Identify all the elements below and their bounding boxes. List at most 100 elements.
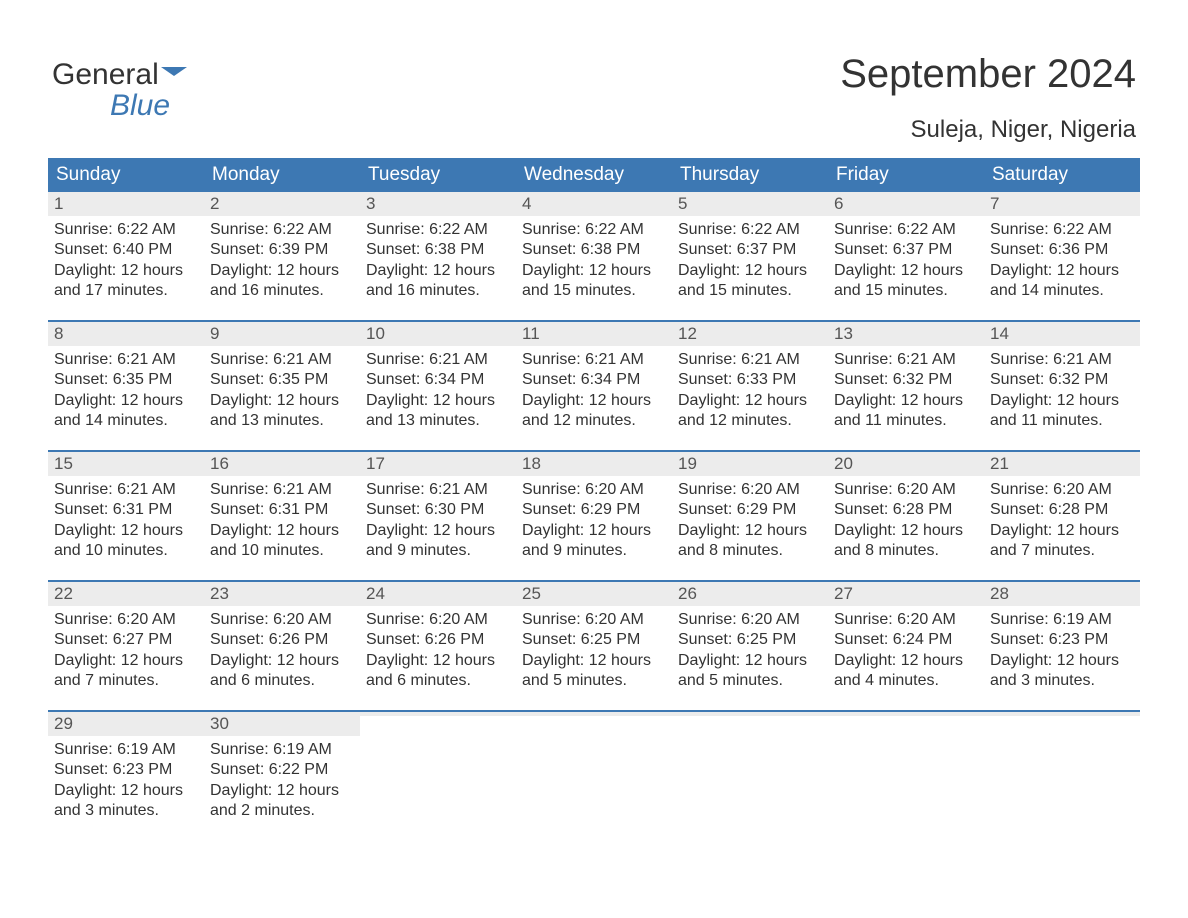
sunrise-line: Sunrise: 6:22 AM bbox=[522, 220, 666, 240]
calendar-week: 8Sunrise: 6:21 AMSunset: 6:35 PMDaylight… bbox=[48, 320, 1140, 450]
daylight-line: Daylight: 12 hours and 6 minutes. bbox=[210, 651, 354, 692]
calendar-day: 14Sunrise: 6:21 AMSunset: 6:32 PMDayligh… bbox=[984, 322, 1140, 450]
calendar-day: 6Sunrise: 6:22 AMSunset: 6:37 PMDaylight… bbox=[828, 192, 984, 320]
sunrise-line: Sunrise: 6:21 AM bbox=[522, 350, 666, 370]
sunrise-line: Sunrise: 6:21 AM bbox=[54, 350, 198, 370]
day-details: Sunrise: 6:20 AMSunset: 6:29 PMDaylight:… bbox=[516, 476, 672, 566]
calendar-day: 12Sunrise: 6:21 AMSunset: 6:33 PMDayligh… bbox=[672, 322, 828, 450]
daylight-line: Daylight: 12 hours and 15 minutes. bbox=[834, 261, 978, 302]
daylight-line: Daylight: 12 hours and 14 minutes. bbox=[990, 261, 1134, 302]
calendar-day: 30Sunrise: 6:19 AMSunset: 6:22 PMDayligh… bbox=[204, 712, 360, 840]
sunset-line: Sunset: 6:35 PM bbox=[54, 370, 198, 390]
day-details: Sunrise: 6:21 AMSunset: 6:31 PMDaylight:… bbox=[204, 476, 360, 566]
day-number: 18 bbox=[516, 452, 672, 476]
daylight-line: Daylight: 12 hours and 14 minutes. bbox=[54, 391, 198, 432]
day-number: 19 bbox=[672, 452, 828, 476]
daylight-line: Daylight: 12 hours and 16 minutes. bbox=[210, 261, 354, 302]
day-number: 21 bbox=[984, 452, 1140, 476]
sunrise-line: Sunrise: 6:22 AM bbox=[678, 220, 822, 240]
brand-part1: General bbox=[52, 58, 159, 91]
calendar-day: 7Sunrise: 6:22 AMSunset: 6:36 PMDaylight… bbox=[984, 192, 1140, 320]
sunset-line: Sunset: 6:34 PM bbox=[366, 370, 510, 390]
sunrise-line: Sunrise: 6:22 AM bbox=[990, 220, 1134, 240]
sunset-line: Sunset: 6:30 PM bbox=[366, 500, 510, 520]
day-number: 13 bbox=[828, 322, 984, 346]
sunrise-line: Sunrise: 6:20 AM bbox=[990, 480, 1134, 500]
calendar-day: 28Sunrise: 6:19 AMSunset: 6:23 PMDayligh… bbox=[984, 582, 1140, 710]
calendar-day: 11Sunrise: 6:21 AMSunset: 6:34 PMDayligh… bbox=[516, 322, 672, 450]
sunset-line: Sunset: 6:29 PM bbox=[522, 500, 666, 520]
daylight-line: Daylight: 12 hours and 7 minutes. bbox=[54, 651, 198, 692]
calendar-week: 1Sunrise: 6:22 AMSunset: 6:40 PMDaylight… bbox=[48, 192, 1140, 320]
sunrise-line: Sunrise: 6:20 AM bbox=[522, 610, 666, 630]
day-details: Sunrise: 6:21 AMSunset: 6:33 PMDaylight:… bbox=[672, 346, 828, 436]
sunset-line: Sunset: 6:32 PM bbox=[990, 370, 1134, 390]
calendar-page: General Blue September 2024 Suleja, Nige… bbox=[0, 0, 1188, 918]
calendar-day: 26Sunrise: 6:20 AMSunset: 6:25 PMDayligh… bbox=[672, 582, 828, 710]
daylight-line: Daylight: 12 hours and 3 minutes. bbox=[990, 651, 1134, 692]
day-number: 4 bbox=[516, 192, 672, 216]
day-details: Sunrise: 6:22 AMSunset: 6:40 PMDaylight:… bbox=[48, 216, 204, 306]
sunset-line: Sunset: 6:23 PM bbox=[990, 630, 1134, 650]
calendar-day: 8Sunrise: 6:21 AMSunset: 6:35 PMDaylight… bbox=[48, 322, 204, 450]
day-details: Sunrise: 6:22 AMSunset: 6:37 PMDaylight:… bbox=[672, 216, 828, 306]
sunset-line: Sunset: 6:38 PM bbox=[366, 240, 510, 260]
calendar-day bbox=[360, 712, 516, 840]
weekday-header: Sunday bbox=[48, 158, 204, 192]
calendar-day: 27Sunrise: 6:20 AMSunset: 6:24 PMDayligh… bbox=[828, 582, 984, 710]
day-number: 24 bbox=[360, 582, 516, 606]
calendar-week: 22Sunrise: 6:20 AMSunset: 6:27 PMDayligh… bbox=[48, 580, 1140, 710]
weekday-header: Tuesday bbox=[360, 158, 516, 192]
day-number: 20 bbox=[828, 452, 984, 476]
day-number: 30 bbox=[204, 712, 360, 736]
brand-logo: General Blue bbox=[52, 60, 187, 121]
day-number: 28 bbox=[984, 582, 1140, 606]
day-number: 1 bbox=[48, 192, 204, 216]
calendar-day: 4Sunrise: 6:22 AMSunset: 6:38 PMDaylight… bbox=[516, 192, 672, 320]
day-number: 15 bbox=[48, 452, 204, 476]
weekday-header-row: Sunday Monday Tuesday Wednesday Thursday… bbox=[48, 158, 1140, 192]
weekday-header: Wednesday bbox=[516, 158, 672, 192]
daylight-line: Daylight: 12 hours and 6 minutes. bbox=[366, 651, 510, 692]
sunset-line: Sunset: 6:26 PM bbox=[210, 630, 354, 650]
day-details: Sunrise: 6:21 AMSunset: 6:32 PMDaylight:… bbox=[984, 346, 1140, 436]
day-details: Sunrise: 6:21 AMSunset: 6:35 PMDaylight:… bbox=[48, 346, 204, 436]
weekday-header: Thursday bbox=[672, 158, 828, 192]
sunrise-line: Sunrise: 6:21 AM bbox=[990, 350, 1134, 370]
calendar-week: 29Sunrise: 6:19 AMSunset: 6:23 PMDayligh… bbox=[48, 710, 1140, 840]
sunrise-line: Sunrise: 6:20 AM bbox=[678, 610, 822, 630]
calendar-day: 18Sunrise: 6:20 AMSunset: 6:29 PMDayligh… bbox=[516, 452, 672, 580]
calendar-day: 9Sunrise: 6:21 AMSunset: 6:35 PMDaylight… bbox=[204, 322, 360, 450]
daylight-line: Daylight: 12 hours and 11 minutes. bbox=[834, 391, 978, 432]
weekday-header: Saturday bbox=[984, 158, 1140, 192]
sunrise-line: Sunrise: 6:20 AM bbox=[210, 610, 354, 630]
day-number: 12 bbox=[672, 322, 828, 346]
day-number: 10 bbox=[360, 322, 516, 346]
calendar-day: 13Sunrise: 6:21 AMSunset: 6:32 PMDayligh… bbox=[828, 322, 984, 450]
sunrise-line: Sunrise: 6:20 AM bbox=[54, 610, 198, 630]
calendar-day: 21Sunrise: 6:20 AMSunset: 6:28 PMDayligh… bbox=[984, 452, 1140, 580]
sunset-line: Sunset: 6:25 PM bbox=[678, 630, 822, 650]
sunset-line: Sunset: 6:29 PM bbox=[678, 500, 822, 520]
calendar-day: 20Sunrise: 6:20 AMSunset: 6:28 PMDayligh… bbox=[828, 452, 984, 580]
day-number: 8 bbox=[48, 322, 204, 346]
calendar-day: 15 Sunrise: 6:21 AMSunset: 6:31 PMDayligh… bbox=[48, 452, 204, 580]
calendar-day: 17Sunrise: 6:21 AMSunset: 6:30 PMDayligh… bbox=[360, 452, 516, 580]
sunset-line: Sunset: 6:27 PM bbox=[54, 630, 198, 650]
daylight-line: Daylight: 12 hours and 10 minutes. bbox=[54, 521, 198, 562]
day-details: Sunrise: 6:20 AMSunset: 6:24 PMDaylight:… bbox=[828, 606, 984, 696]
sunrise-line: Sunrise: 6:20 AM bbox=[834, 610, 978, 630]
daylight-line: Daylight: 12 hours and 13 minutes. bbox=[366, 391, 510, 432]
sunset-line: Sunset: 6:22 PM bbox=[210, 760, 354, 780]
day-number: 25 bbox=[516, 582, 672, 606]
sunrise-line: Sunrise: 6:21 AM bbox=[54, 480, 198, 500]
day-number: 3 bbox=[360, 192, 516, 216]
daylight-line: Daylight: 12 hours and 5 minutes. bbox=[522, 651, 666, 692]
day-number: 9 bbox=[204, 322, 360, 346]
calendar-day: 29Sunrise: 6:19 AMSunset: 6:23 PMDayligh… bbox=[48, 712, 204, 840]
page-title: September 2024 bbox=[840, 52, 1136, 97]
day-number: 6 bbox=[828, 192, 984, 216]
daylight-line: Daylight: 12 hours and 9 minutes. bbox=[366, 521, 510, 562]
sunset-line: Sunset: 6:31 PM bbox=[54, 500, 198, 520]
sunrise-line: Sunrise: 6:19 AM bbox=[210, 740, 354, 760]
